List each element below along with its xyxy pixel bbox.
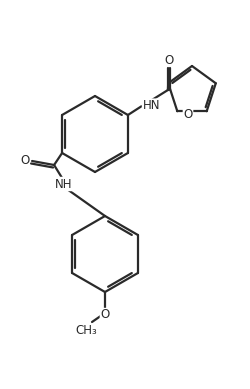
Text: O: O <box>164 54 173 68</box>
Text: NH: NH <box>55 177 73 191</box>
Text: HN: HN <box>142 99 160 112</box>
Text: O: O <box>184 108 192 121</box>
Text: CH₃: CH₃ <box>75 324 97 336</box>
Text: O: O <box>20 154 30 166</box>
Text: O: O <box>100 308 110 321</box>
